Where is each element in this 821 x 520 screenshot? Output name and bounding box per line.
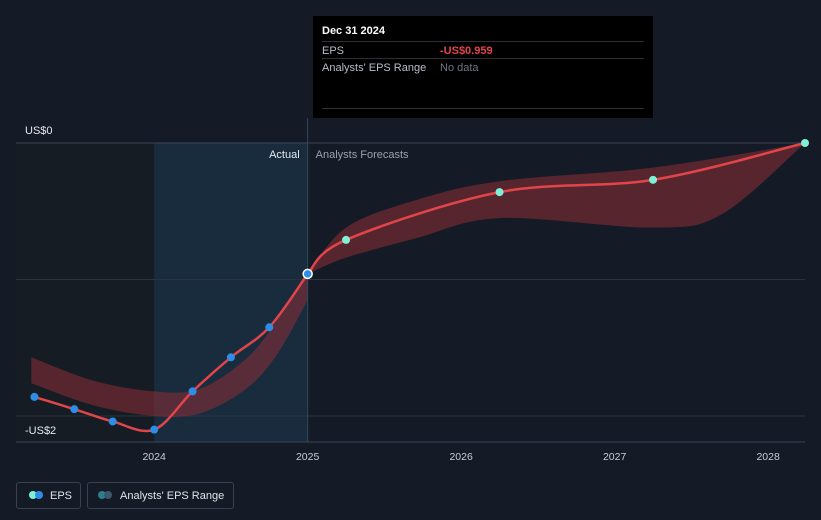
tooltip: Dec 31 2024 EPS -US$0.959 Analysts' EPS … [313, 16, 653, 118]
legend-eps-button[interactable]: EPS [16, 482, 81, 509]
eps-actual-point-6 [226, 353, 235, 362]
tooltip-eps-label: EPS [322, 45, 345, 57]
y-axis-label-top: US$0 [25, 125, 53, 137]
legend-eps-label: EPS [50, 490, 73, 502]
legend-eps-actual-dot [35, 491, 43, 499]
tooltip-eps-row: EPS -US$0.959 [322, 41, 644, 59]
eps-range-band-1 [31, 274, 308, 417]
tooltip-eps-value: -US$0.959 [440, 45, 493, 57]
eps-actual-point-1 [30, 392, 39, 401]
forecast-region-label: Analysts Forecasts [316, 149, 409, 161]
x-tick-label-2027: 2027 [603, 451, 627, 463]
x-tick-label-2024: 2024 [142, 451, 166, 463]
legend-range-dot-b [104, 491, 112, 499]
y-axis-label-bottom: -US$2 [25, 425, 56, 437]
eps-forecast-point-2 [495, 188, 504, 197]
eps-actual-point-4 [150, 425, 159, 434]
actual-region-label: Actual [269, 149, 300, 161]
tooltip-date: Dec 31 2024 [322, 25, 385, 37]
tooltip-range-row: Analysts' EPS Range No data [322, 58, 644, 76]
tooltip-divider [322, 108, 644, 109]
legend-range-label: Analysts' EPS Range [120, 490, 225, 502]
legend-range-button[interactable]: Analysts' EPS Range [87, 482, 234, 509]
eps-actual-point-2 [70, 405, 79, 414]
x-tick-label-2028: 2028 [756, 451, 780, 463]
legend-eps-forecast-dot [29, 491, 37, 499]
eps-highlight-point [302, 268, 313, 280]
tooltip-range-value: No data [440, 62, 479, 74]
eps-forecast-point-4 [801, 139, 809, 147]
eps-actual-point-7 [265, 323, 274, 332]
x-tick-label-2025: 2025 [296, 451, 320, 463]
eps-forecast-point-1 [342, 235, 351, 244]
eps-forecast-point-3 [649, 175, 658, 184]
eps-actual-point-5 [188, 387, 197, 396]
tooltip-range-label: Analysts' EPS Range [322, 62, 427, 74]
x-tick-label-2026: 2026 [449, 451, 473, 463]
eps-actual-point-3 [108, 417, 117, 426]
legend-range-dot-a [98, 491, 106, 499]
